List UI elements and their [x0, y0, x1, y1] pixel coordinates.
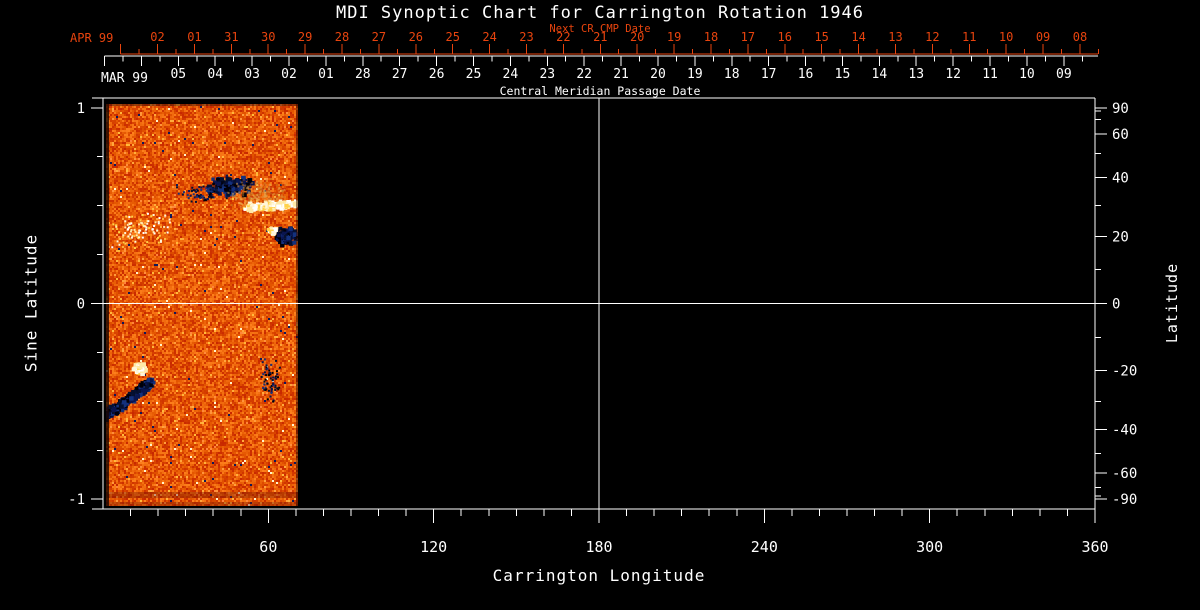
cmp-date-label: 18	[724, 67, 740, 82]
red-date-label: 28	[335, 30, 349, 44]
magnetogram-image	[106, 104, 298, 506]
red-date-label: 19	[667, 30, 681, 44]
sine-tick-label: -1	[68, 492, 85, 508]
red-date-label: 11	[962, 30, 976, 44]
lat-tick-label: 0	[1112, 297, 1120, 313]
x-tick-label: 300	[916, 538, 943, 556]
red-date-label: 26	[409, 30, 423, 44]
red-date-label: 30	[261, 30, 275, 44]
cmp-date-label: 20	[650, 67, 666, 82]
x-tick-label: 60	[259, 538, 277, 556]
central-meridian-passage-date-label: Central Meridian Passage Date	[499, 84, 701, 98]
x-tick-label: 180	[585, 538, 612, 556]
red-date-label: 13	[888, 30, 902, 44]
red-date-label: 15	[814, 30, 828, 44]
red-date-label: 22	[556, 30, 570, 44]
x-tick-label: 240	[751, 538, 778, 556]
cmp-date-label: 09	[1056, 67, 1072, 82]
cmp-date-label: 14	[872, 67, 888, 82]
lat-tick-label: -60	[1112, 466, 1137, 482]
cmp-date-label: 01	[318, 67, 334, 82]
sine-latitude-label: Sine Latitude	[21, 233, 41, 373]
lat-tick-label: 60	[1112, 127, 1129, 143]
red-date-label: 02	[150, 30, 164, 44]
cmp-date-label: 27	[392, 67, 408, 82]
cmp-date-label: 28	[355, 67, 371, 82]
cmp-date-label: 02	[281, 67, 297, 82]
sine-tick-label: 0	[77, 297, 85, 313]
cmp-date-label: 24	[503, 67, 519, 82]
cmp-date-label: 04	[207, 67, 223, 82]
cmp-date-label: 13	[908, 67, 924, 82]
x-tick-label: 120	[420, 538, 447, 556]
cmp-date-label: 23	[539, 67, 555, 82]
cmp-date-label: 25	[466, 67, 482, 82]
cmp-date-label: 19	[687, 67, 703, 82]
cmp-date-label: 17	[761, 67, 777, 82]
cmp-date-label: 26	[429, 67, 445, 82]
red-date-label: 01	[187, 30, 201, 44]
lat-tick-label: -20	[1112, 363, 1137, 379]
red-axis-month-label: APR 99	[70, 31, 114, 45]
red-date-label: 21	[593, 30, 607, 44]
red-date-label: 24	[482, 30, 496, 44]
red-date-label: 09	[1036, 30, 1050, 44]
lat-tick-label: 20	[1112, 230, 1129, 246]
red-date-label: 25	[445, 30, 459, 44]
cmp-date-label: 03	[244, 67, 260, 82]
x-tick-label: 360	[1081, 538, 1108, 556]
cmp-date-label: 16	[798, 67, 814, 82]
red-date-label: 18	[704, 30, 718, 44]
red-date-label: 10	[999, 30, 1013, 44]
cmp-date-label: 11	[982, 67, 998, 82]
lat-tick-label: 40	[1112, 171, 1129, 187]
red-date-label: 27	[372, 30, 386, 44]
cmp-date-label: 15	[835, 67, 851, 82]
red-date-label: 16	[778, 30, 792, 44]
cmp-date-label: 12	[945, 67, 961, 82]
carrington-longitude-label: Carrington Longitude	[492, 566, 706, 585]
red-date-label: 17	[741, 30, 755, 44]
red-date-label: 29	[298, 30, 312, 44]
red-date-label: 12	[925, 30, 939, 44]
red-date-label: 14	[851, 30, 865, 44]
red-date-label: 20	[630, 30, 644, 44]
cmp-date-label: 05	[170, 67, 186, 82]
next-cr-cmp-date-label: Next CR CMP Date	[549, 23, 651, 35]
sine-tick-label: 1	[77, 101, 85, 117]
cmp-date-label: 10	[1019, 67, 1035, 82]
red-date-label: 08	[1073, 30, 1087, 44]
lat-tick-label: -90	[1112, 492, 1137, 508]
red-date-label: 23	[519, 30, 533, 44]
lat-tick-label: -40	[1112, 422, 1137, 438]
cmp-date-label: 21	[613, 67, 629, 82]
lat-tick-label: 90	[1112, 101, 1129, 117]
cmp-axis-month-label: MAR 99	[101, 71, 148, 86]
red-date-label: 31	[224, 30, 238, 44]
latitude-label: Latitude	[1163, 262, 1181, 344]
cmp-date-label: 22	[576, 67, 592, 82]
chart-title: MDI Synoptic Chart for Carrington Rotati…	[335, 3, 865, 23]
